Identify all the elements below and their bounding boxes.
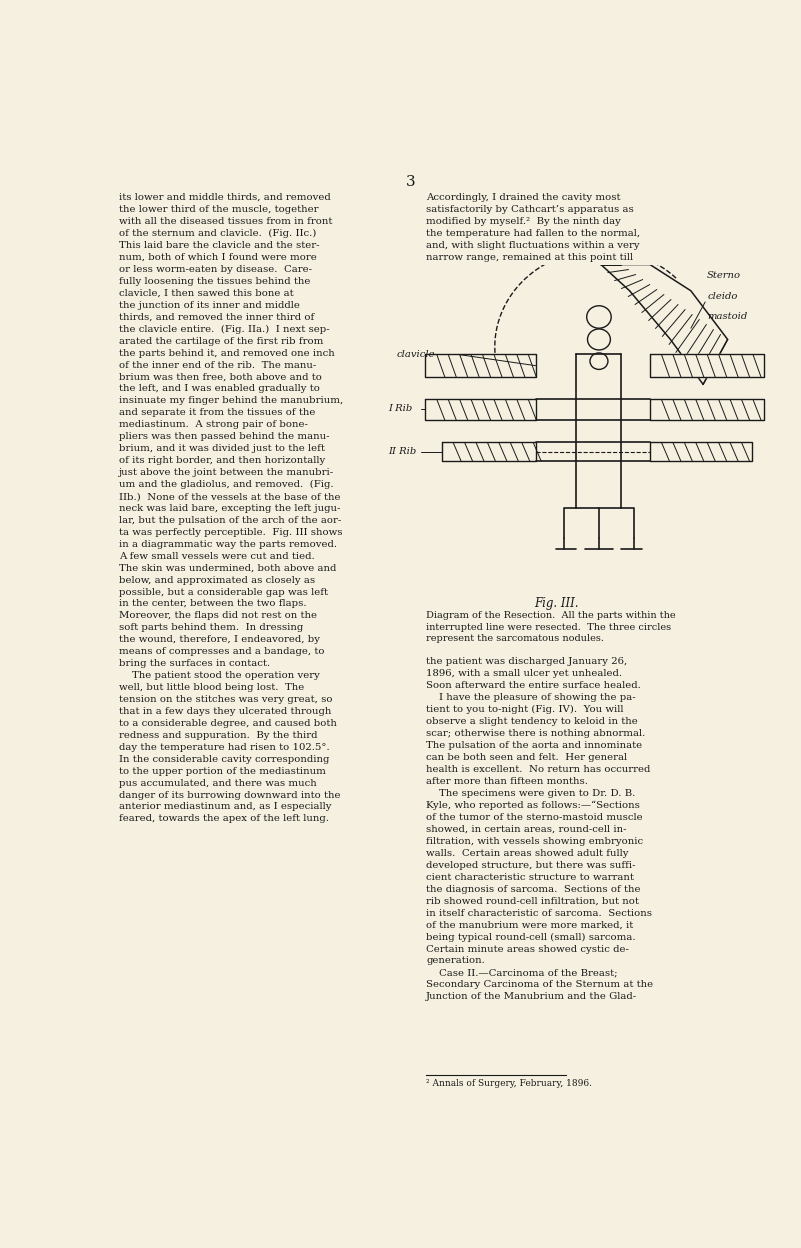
Text: cleido: cleido	[707, 292, 738, 301]
Text: II Rib: II Rib	[388, 447, 417, 457]
Polygon shape	[650, 399, 764, 419]
Polygon shape	[425, 399, 536, 419]
Polygon shape	[441, 442, 536, 462]
Text: I Rib: I Rib	[388, 404, 413, 413]
Text: 3: 3	[405, 175, 416, 188]
Polygon shape	[650, 442, 752, 462]
Text: mastoid: mastoid	[707, 312, 747, 322]
Text: clavicle: clavicle	[396, 349, 435, 359]
Text: Sterno: Sterno	[707, 271, 741, 281]
Text: Fig. III.: Fig. III.	[534, 597, 578, 609]
Text: Accordingly, I drained the cavity most
satisfactorily by Cathcart’s apparatus as: Accordingly, I drained the cavity most s…	[426, 193, 640, 262]
Text: its lower and middle thirds, and removed
the lower third of the muscle, together: its lower and middle thirds, and removed…	[119, 193, 343, 824]
Polygon shape	[601, 265, 727, 384]
Text: Diagram of the Resection.  All the parts within the
interrupted line were resect: Diagram of the Resection. All the parts …	[426, 612, 676, 643]
Text: ² Annals of Surgery, February, 1896.: ² Annals of Surgery, February, 1896.	[426, 1080, 592, 1088]
Polygon shape	[650, 354, 764, 377]
Text: the patient was discharged January 26,
1896, with a small ulcer yet unhealed.
So: the patient was discharged January 26, 1…	[426, 658, 653, 1001]
Polygon shape	[425, 354, 536, 377]
